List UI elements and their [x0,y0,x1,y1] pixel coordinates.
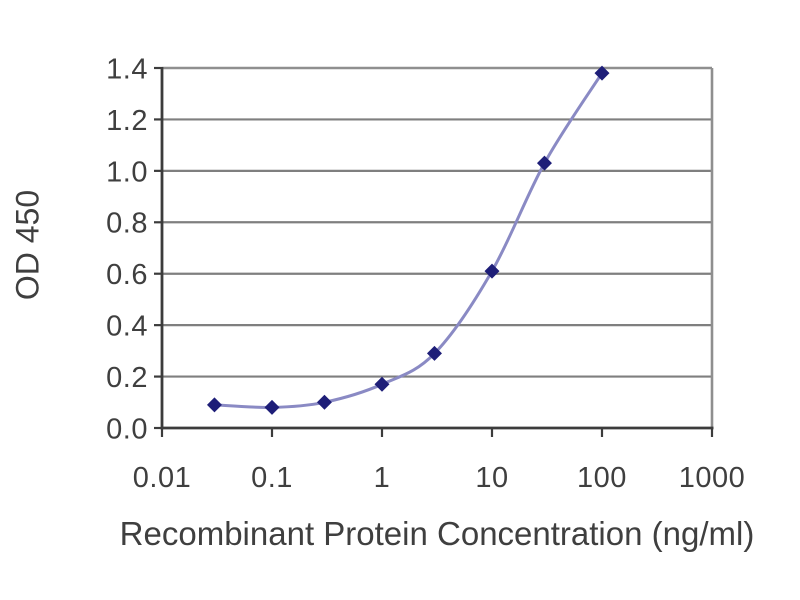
x-tick-label: 1 [374,462,391,494]
y-tick-label: 0.4 [106,311,148,343]
y-tick-label: 0.6 [106,259,148,291]
data-point-marker [374,376,390,392]
series-group [206,65,610,415]
y-tick-label: 0.8 [106,208,148,240]
x-axis-title: Recombinant Protein Concentration (ng/ml… [120,515,755,552]
x-tick-label: 0.01 [133,462,191,494]
y-tick-labels-group: 0.0 0.2 0.4 0.6 0.8 1.0 1.2 1.4 [106,53,148,445]
x-tick-label: 10 [475,462,508,494]
data-point-marker [594,65,610,81]
series-line [212,71,604,409]
gridlines-group [162,118,712,378]
y-tick-label: 1.0 [106,156,148,188]
x-tick-label: 100 [577,462,627,494]
y-tick-label: 1.4 [106,53,148,85]
data-point-marker [484,263,500,279]
x-tick-labels-group: 0.01 0.1 1 10 100 1000 [133,462,745,494]
axis-ticks-group [154,66,714,437]
x-tick-label: 0.1 [251,462,293,494]
y-tick-label: 0.2 [106,362,148,394]
y-tick-label: 0.0 [106,413,148,445]
data-point-marker [536,155,552,171]
y-axis-title: OD 450 [10,190,46,300]
data-point-marker [316,394,332,410]
y-tick-label: 1.2 [106,105,148,137]
data-point-marker [206,397,222,413]
data-point-marker [426,345,442,361]
plot-frame-group [160,66,714,430]
x-tick-label: 1000 [679,462,746,494]
data-point-marker [264,399,280,415]
